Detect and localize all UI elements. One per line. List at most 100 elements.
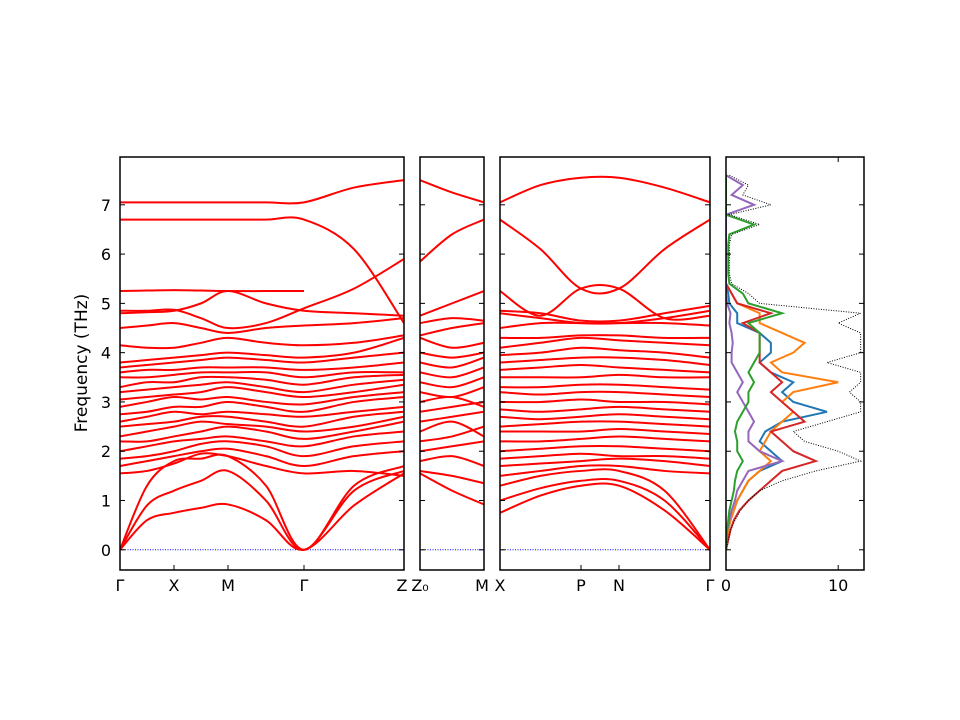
phonon-band-12 (120, 391, 404, 408)
phonon-band-4 (500, 457, 710, 468)
phonon-band-10 (500, 413, 710, 421)
x-tick-label: N (613, 576, 625, 595)
phonon-band-5 (420, 420, 484, 438)
phonon-band-13 (120, 383, 404, 401)
y-tick-label: 6 (101, 245, 111, 264)
phonon-band-8 (120, 415, 404, 438)
phonon-band-17 (500, 356, 710, 366)
y-tick-label: 0 (101, 541, 111, 560)
panel-frame-z0-m (419, 156, 485, 571)
x-tick-label: P (576, 576, 586, 595)
y-tick-label: 4 (101, 344, 111, 363)
x-tick-label: M (221, 576, 235, 595)
dos-series-orange (726, 175, 839, 550)
phonon-band-0 (120, 472, 404, 551)
phonon-band-10 (420, 376, 484, 389)
phonon-band-14 (500, 383, 710, 391)
band-group-gamma-x-m-gamma-z (120, 179, 404, 551)
phonon-band-6 (500, 444, 710, 453)
phonon-band-3 (420, 440, 484, 453)
phonon-band-9 (420, 386, 484, 399)
phonon-band-2 (120, 453, 404, 551)
phonon-band-22 (500, 309, 710, 325)
phonon-band-4 (420, 425, 484, 443)
phonon-band-3 (120, 452, 404, 477)
phonon-band-12 (420, 356, 484, 369)
phonon-band-18 (120, 351, 404, 369)
phonon-band-24 (500, 218, 710, 295)
phonon-band-7 (500, 435, 710, 443)
phonon-band-18 (420, 218, 484, 263)
phonon-band-0 (500, 482, 710, 551)
y-axis-label: Frequency (THz) (72, 294, 92, 433)
phonon-band-21 (120, 317, 404, 334)
band-group-z0-m (420, 179, 484, 551)
phonon-band-11 (120, 396, 404, 416)
phonon-band-19 (500, 336, 710, 349)
phonon-band-5 (120, 440, 404, 460)
phonon-band-1 (500, 478, 710, 551)
phonon-band-15 (120, 373, 404, 389)
phonon-band-24 (120, 289, 304, 293)
x-tick-label: X (495, 576, 506, 595)
x-tick-label: X (169, 576, 180, 595)
phonon-band-16 (420, 317, 484, 325)
phonon-band-6 (120, 430, 404, 453)
phonon-band-23 (120, 258, 404, 330)
phonon-band-25 (500, 284, 710, 321)
phonon-band-19 (120, 336, 404, 364)
y-tick-label: 3 (101, 393, 111, 412)
phonon-band-9 (120, 410, 404, 428)
phonon-band-1 (120, 469, 404, 551)
dos-series-green (726, 175, 786, 550)
x-tick-label: Γ (116, 576, 125, 595)
dos-series-purple (726, 174, 786, 550)
phonon-band-20 (120, 334, 404, 350)
dos-series-red (726, 175, 819, 551)
phonon-band-23 (500, 304, 710, 323)
phonon-band-13 (420, 351, 484, 359)
y-tick-label: 5 (101, 294, 111, 313)
phonon-band-18 (500, 346, 710, 359)
phonon-band-25 (120, 216, 404, 324)
phonon-band-7 (120, 420, 404, 443)
phonon-band-15 (500, 373, 710, 379)
y-tick-label: 1 (101, 492, 111, 511)
phonon-band-16 (120, 371, 404, 379)
dos-panel-frame (725, 156, 865, 571)
phonon-band-16 (500, 363, 710, 374)
x-tick-label: Γ (706, 576, 715, 595)
phonon-band-2 (420, 455, 484, 467)
dos-series-total (726, 174, 863, 550)
phonon-band-8 (500, 428, 710, 435)
dos-group (726, 174, 863, 551)
phonon-band-0 (420, 472, 484, 506)
phonon-band-14 (420, 336, 484, 349)
phonon-band-26 (500, 175, 710, 204)
phonon-band-26 (120, 179, 404, 205)
phonon-band-5 (500, 452, 710, 460)
phonon-band-10 (120, 405, 404, 423)
phonon-band-17 (120, 361, 404, 374)
x-tick-label: Γ (300, 576, 309, 595)
phonon-band-8 (420, 395, 484, 408)
panel-frame-gamma-x-m-gamma-z (119, 156, 405, 571)
phonon-band-20 (500, 334, 710, 340)
phonon-band-1 (420, 469, 484, 485)
x-tick-label: Z (397, 576, 408, 595)
phonon-band-4 (120, 447, 404, 468)
band-group-x-p-n-gamma (500, 175, 710, 551)
x-tick-label: Z₀ (411, 576, 428, 595)
y-tick-label: 2 (101, 442, 111, 461)
phonon-band-13 (500, 390, 710, 399)
phonon-band-17 (420, 290, 484, 317)
phonon-band-15 (420, 322, 484, 337)
phonon-band-3 (500, 464, 710, 477)
phonon-band-22 (120, 290, 404, 317)
phonon-band-11 (500, 405, 710, 413)
dos-x-tick-label: 0 (721, 576, 731, 595)
phonon-band-12 (500, 398, 710, 406)
phonon-band-14 (120, 378, 404, 394)
phonon-band-6 (420, 410, 484, 423)
